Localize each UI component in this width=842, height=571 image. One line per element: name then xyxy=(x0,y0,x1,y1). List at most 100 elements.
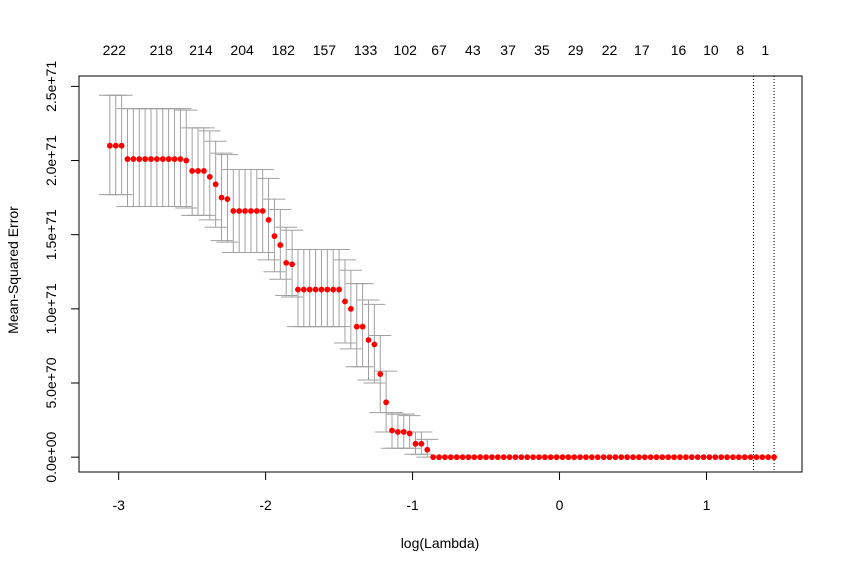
x-axis-label: log(Lambda) xyxy=(401,535,480,551)
top-tick-label: 43 xyxy=(465,42,481,58)
data-point xyxy=(336,286,343,293)
y-tick-label: 1.0e+71 xyxy=(43,283,59,334)
data-point xyxy=(230,208,237,214)
y-tick-label: 1.5e+71 xyxy=(43,209,59,260)
data-point xyxy=(394,429,401,435)
top-tick-label: 37 xyxy=(500,42,516,58)
data-point xyxy=(136,156,143,162)
data-point xyxy=(712,454,719,461)
data-point xyxy=(706,454,713,461)
data-point xyxy=(312,286,319,293)
data-point xyxy=(659,454,666,461)
top-tick-label: 1 xyxy=(761,42,769,58)
data-point xyxy=(436,454,442,461)
data-point xyxy=(412,440,419,447)
data-point xyxy=(224,196,231,203)
data-point xyxy=(389,427,395,434)
x-tick-label: -3 xyxy=(112,497,125,513)
data-point xyxy=(265,216,272,223)
data-point xyxy=(283,259,290,266)
data-point xyxy=(289,261,295,268)
data-point xyxy=(741,454,748,461)
top-tick-label: 35 xyxy=(534,42,550,58)
data-point xyxy=(641,454,648,461)
data-point xyxy=(418,440,425,447)
top-tick-label: 222 xyxy=(103,42,127,58)
data-point xyxy=(594,454,601,461)
data-point xyxy=(489,454,495,461)
data-point xyxy=(694,454,701,461)
data-point xyxy=(677,454,683,461)
data-point xyxy=(406,430,413,437)
data-point xyxy=(747,454,754,461)
data-point xyxy=(518,454,525,461)
data-point xyxy=(688,454,695,461)
data-point xyxy=(342,298,348,305)
data-point xyxy=(506,454,513,461)
data-point xyxy=(118,142,125,149)
data-point xyxy=(195,168,201,174)
data-point xyxy=(577,454,584,461)
data-point xyxy=(759,454,766,461)
data-point xyxy=(765,454,772,461)
data-point xyxy=(295,286,301,293)
data-point xyxy=(112,142,119,149)
data-point xyxy=(583,454,589,461)
top-tick-label: 10 xyxy=(703,42,719,58)
y-tick-label: 5.0e+70 xyxy=(43,357,59,408)
top-tick-label: 8 xyxy=(736,42,744,58)
top-tick-label: 182 xyxy=(272,42,296,58)
data-point xyxy=(465,454,472,461)
data-point xyxy=(259,208,266,214)
x-tick-label: 0 xyxy=(556,497,564,513)
data-point xyxy=(148,156,154,162)
data-point xyxy=(524,454,531,461)
data-point xyxy=(565,454,572,461)
data-point xyxy=(559,454,566,461)
data-point xyxy=(347,305,354,312)
data-point xyxy=(571,454,578,461)
data-point xyxy=(724,454,730,461)
data-point xyxy=(271,233,278,240)
data-point xyxy=(142,156,149,162)
data-point xyxy=(442,454,448,461)
data-point xyxy=(447,454,454,461)
data-point xyxy=(735,454,742,461)
data-point xyxy=(606,454,613,461)
data-point xyxy=(547,454,554,461)
data-point xyxy=(630,454,636,461)
y-axis-label: Mean-Squared Error xyxy=(5,206,21,334)
data-point xyxy=(477,454,484,461)
top-axis-nonzero-counts: 222 218 214 204 182 157 133 102 67 43 37 35 29 22 17 16… xyxy=(103,42,770,58)
y-tick-label: 2.5e+71 xyxy=(43,61,59,112)
data-point xyxy=(665,454,672,461)
top-tick-label: 214 xyxy=(189,42,213,58)
top-tick-label: 22 xyxy=(602,42,618,58)
data-point xyxy=(248,208,254,214)
data-point xyxy=(206,173,213,180)
data-point xyxy=(300,286,307,293)
data-point xyxy=(671,454,678,461)
data-point xyxy=(494,454,501,461)
data-points xyxy=(106,142,777,461)
reference-lines xyxy=(753,76,775,472)
data-point xyxy=(730,454,736,461)
data-point xyxy=(383,399,390,406)
data-point xyxy=(171,156,178,162)
data-point xyxy=(512,454,519,461)
data-point xyxy=(453,454,460,461)
top-tick-label: 67 xyxy=(431,42,447,58)
data-point xyxy=(500,454,507,461)
data-point xyxy=(124,156,131,162)
data-point xyxy=(530,454,536,461)
data-point xyxy=(253,208,260,214)
data-point xyxy=(771,454,777,461)
data-point xyxy=(236,208,243,214)
data-point xyxy=(106,142,113,149)
data-point xyxy=(430,454,437,461)
data-point xyxy=(541,454,548,461)
data-point xyxy=(612,454,619,461)
data-point xyxy=(218,194,225,201)
data-point xyxy=(653,454,660,461)
